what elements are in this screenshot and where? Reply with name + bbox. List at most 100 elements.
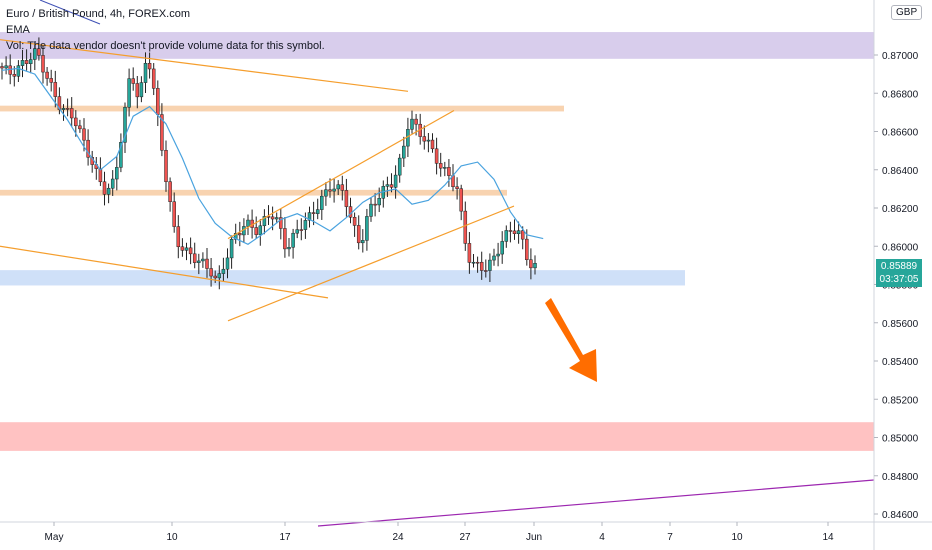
price-tick-label: 0.85600 [882,319,919,330]
candle-body [533,262,537,269]
time-tick-label: May [45,532,64,543]
candle-body [471,261,476,264]
candle-body [475,261,480,264]
currency-selector[interactable]: GBP [891,5,923,20]
price-tick-label: 0.86200 [882,204,919,215]
candle-body [262,216,267,227]
trendline-blue-fragment [39,0,101,25]
candle-body [86,139,90,158]
price-tick-label: 0.86000 [882,242,919,253]
candle-body [246,219,250,227]
candle-body [443,167,447,169]
target-zone-red [0,422,874,451]
price-tick-label: 0.85400 [882,357,919,368]
candle-body [254,227,258,235]
candle-body [28,59,33,64]
candle-body [221,268,226,274]
candle-body [74,117,78,127]
candle-body [143,63,148,83]
time-tick-label: 4 [599,532,605,543]
candle-body [459,188,463,212]
ema-indicator-label[interactable]: EMA [6,24,30,36]
candle-body [135,83,140,98]
candle-body [332,188,336,192]
candle-body [299,229,304,231]
candle-body [434,148,439,164]
resistance-zone-middle [0,189,507,196]
price-tick-label: 0.86600 [882,128,919,139]
candle-body [168,181,172,202]
trendline-purple [317,479,875,527]
candle-body [414,118,418,125]
candle-body [365,216,369,241]
candle-body [258,225,263,235]
candle-body [356,225,361,244]
candle-body [160,114,164,151]
candle-body [377,198,381,206]
time-tick-label: 27 [459,532,471,543]
candle-body [184,247,189,251]
candle-body [397,157,402,176]
candle-body [106,187,111,195]
candle-body [344,190,349,207]
candle-body [504,230,509,242]
candle-body [529,259,533,269]
trendline-rising-channel-top [227,109,455,240]
candle-body [139,82,144,98]
candle-body [201,258,205,262]
candle-body [217,273,222,279]
candle-body [41,55,45,73]
candle-body [45,71,49,79]
candle-body [127,78,131,108]
candle-body [176,226,181,248]
candle-body [37,48,41,56]
candle-body [500,241,504,255]
candle-body [205,258,209,269]
candle-body [57,96,62,110]
candle-body [69,108,74,119]
candle-body [164,149,168,182]
candle-body [369,203,373,217]
candle-body [479,261,484,271]
last-price-value: 0.85889 [880,261,918,272]
candle-body [455,186,459,189]
candle-body [361,240,365,244]
time-tick-label: 10 [731,532,743,543]
candle-body [65,108,70,110]
candle-body [430,139,435,150]
time-tick-label: Jun [526,532,542,543]
candle-body [172,201,176,227]
candle-body [61,108,66,110]
candle-body [123,107,127,143]
candle-body [389,184,394,188]
candle-body [197,260,201,263]
candle-body [484,270,488,272]
bearish-forecast-arrow [545,298,597,382]
candle-body [426,139,431,142]
candle-body [385,184,390,187]
candle-body [283,228,287,250]
candle-body [147,63,152,70]
candle-body [115,167,119,180]
candle-body [525,238,529,260]
candle-body [180,246,185,251]
candle-body [131,78,135,84]
candle-body [315,209,320,214]
candle-body [324,189,328,197]
candle-body [291,232,295,248]
candle-body [0,66,4,69]
candle-body [78,125,82,130]
candle-body [402,145,406,159]
candle-body [311,212,316,214]
candle-body [20,60,25,66]
candle-body [512,230,517,234]
candle-body [295,229,299,234]
time-tick-label: 14 [822,532,834,543]
trendline-lower-channel [0,245,329,299]
candle-body [213,275,217,279]
candle-body [336,184,340,190]
candle-body [192,253,197,263]
candle-body [238,233,242,236]
price-tick-label: 0.85200 [882,395,919,406]
